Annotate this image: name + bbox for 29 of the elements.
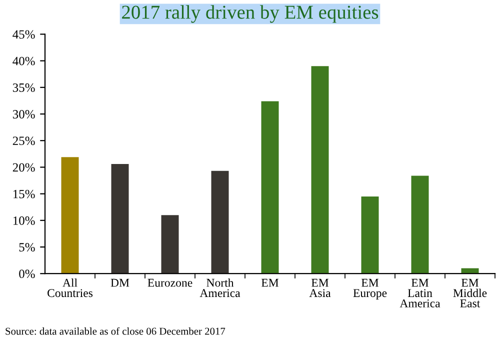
bar [361,196,379,274]
y-tick-label: 10% [13,216,35,225]
x-tick-label: EM Latin America [400,278,440,308]
bar [261,101,279,274]
y-tick-label: 40% [12,56,35,66]
x-tick-label: All Countries [48,278,93,298]
y-tick-label: 20% [12,163,35,172]
x-tick-label: EM [261,278,279,287]
y-tick-label: 0% [19,270,35,278]
bar [111,164,129,274]
y-tick-label: 15% [13,190,35,198]
source-note: Source: data available as of close 06 December 2017 [6,327,226,335]
y-tick-label: 25% [12,136,35,146]
bar [161,215,179,274]
bar [61,157,79,274]
bar [311,66,329,274]
bar [411,176,429,274]
x-tick-label: EM Europe [353,278,387,300]
y-tick-label: 45% [12,30,35,39]
x-tick-label: DM [110,278,130,287]
chart-title: 2017 rally driven by EM equities [122,5,378,23]
x-tick-label: EM Middle East [453,278,487,308]
y-tick-label: 5% [19,243,35,252]
bar [211,170,229,274]
y-tick-label: 35% [12,83,35,92]
x-tick-label: EM Asia [309,278,331,298]
x-tick-label: Eurozone [148,278,192,287]
x-tick-label: North America [200,278,240,298]
y-tick-label: 30% [12,110,35,118]
